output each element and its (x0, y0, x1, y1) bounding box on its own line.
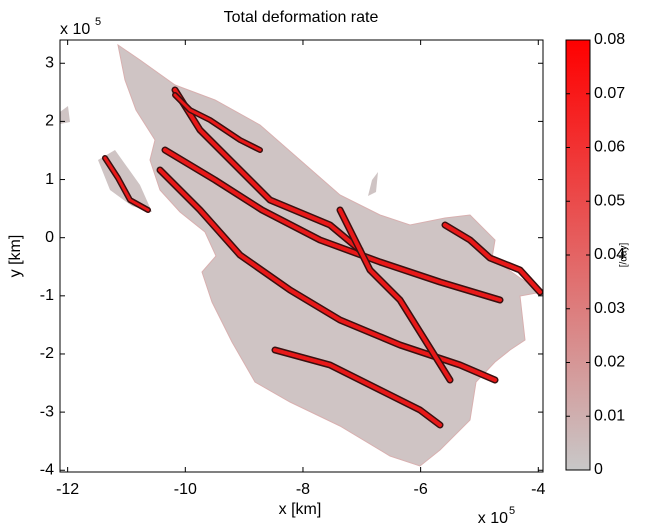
y-tick-label: -2 (40, 345, 54, 362)
x-tick-label: -6 (414, 481, 428, 498)
colorbar-tick-label: 0.05 (594, 192, 625, 209)
colorbar-tick-label: 0 (594, 461, 603, 478)
y-tick-label: 0 (45, 229, 54, 246)
y-tick-label: 3 (45, 54, 54, 71)
y-tick-label: -1 (40, 287, 54, 304)
chart-title: Total deformation rate (224, 9, 379, 26)
colorbar-tick-label: 0.08 (594, 31, 625, 48)
y-tick-label: -3 (40, 403, 54, 420)
x-tick-label: -4 (531, 481, 545, 498)
colorbar-label: [/day] (619, 243, 630, 268)
colorbar-tick-label: 0.07 (594, 85, 625, 102)
x-multiplier: x 10 (478, 510, 508, 527)
y-exponent: 5 (95, 16, 101, 28)
y-tick-label: 2 (45, 113, 54, 130)
y-tick-label: 1 (45, 171, 54, 188)
x-axis-label: x [km] (279, 501, 322, 518)
x-tick-label: -12 (56, 481, 79, 498)
x-tick-label: -10 (174, 481, 197, 498)
ice-floe (368, 172, 378, 196)
colorbar-tick-label: 0.01 (594, 407, 625, 424)
y-tick-label: -4 (40, 461, 54, 478)
colorbar-tick-label: 0.04 (594, 246, 625, 263)
y-axis-label: y [km] (7, 235, 24, 278)
y-multiplier: x 10 (60, 21, 90, 38)
ice-region (117, 43, 544, 467)
colorbar-tick-label: 0.02 (594, 354, 625, 371)
deformation-leads (102, 86, 544, 429)
axes-frame (59, 39, 544, 473)
x-exponent: 5 (509, 505, 515, 517)
colorbar-tick-label: 0.06 (594, 139, 625, 156)
ice-floe (60, 106, 70, 124)
colorbar-tick-label: 0.03 (594, 300, 625, 317)
plot-area (59, 39, 544, 473)
x-tick-label: -8 (296, 481, 310, 498)
